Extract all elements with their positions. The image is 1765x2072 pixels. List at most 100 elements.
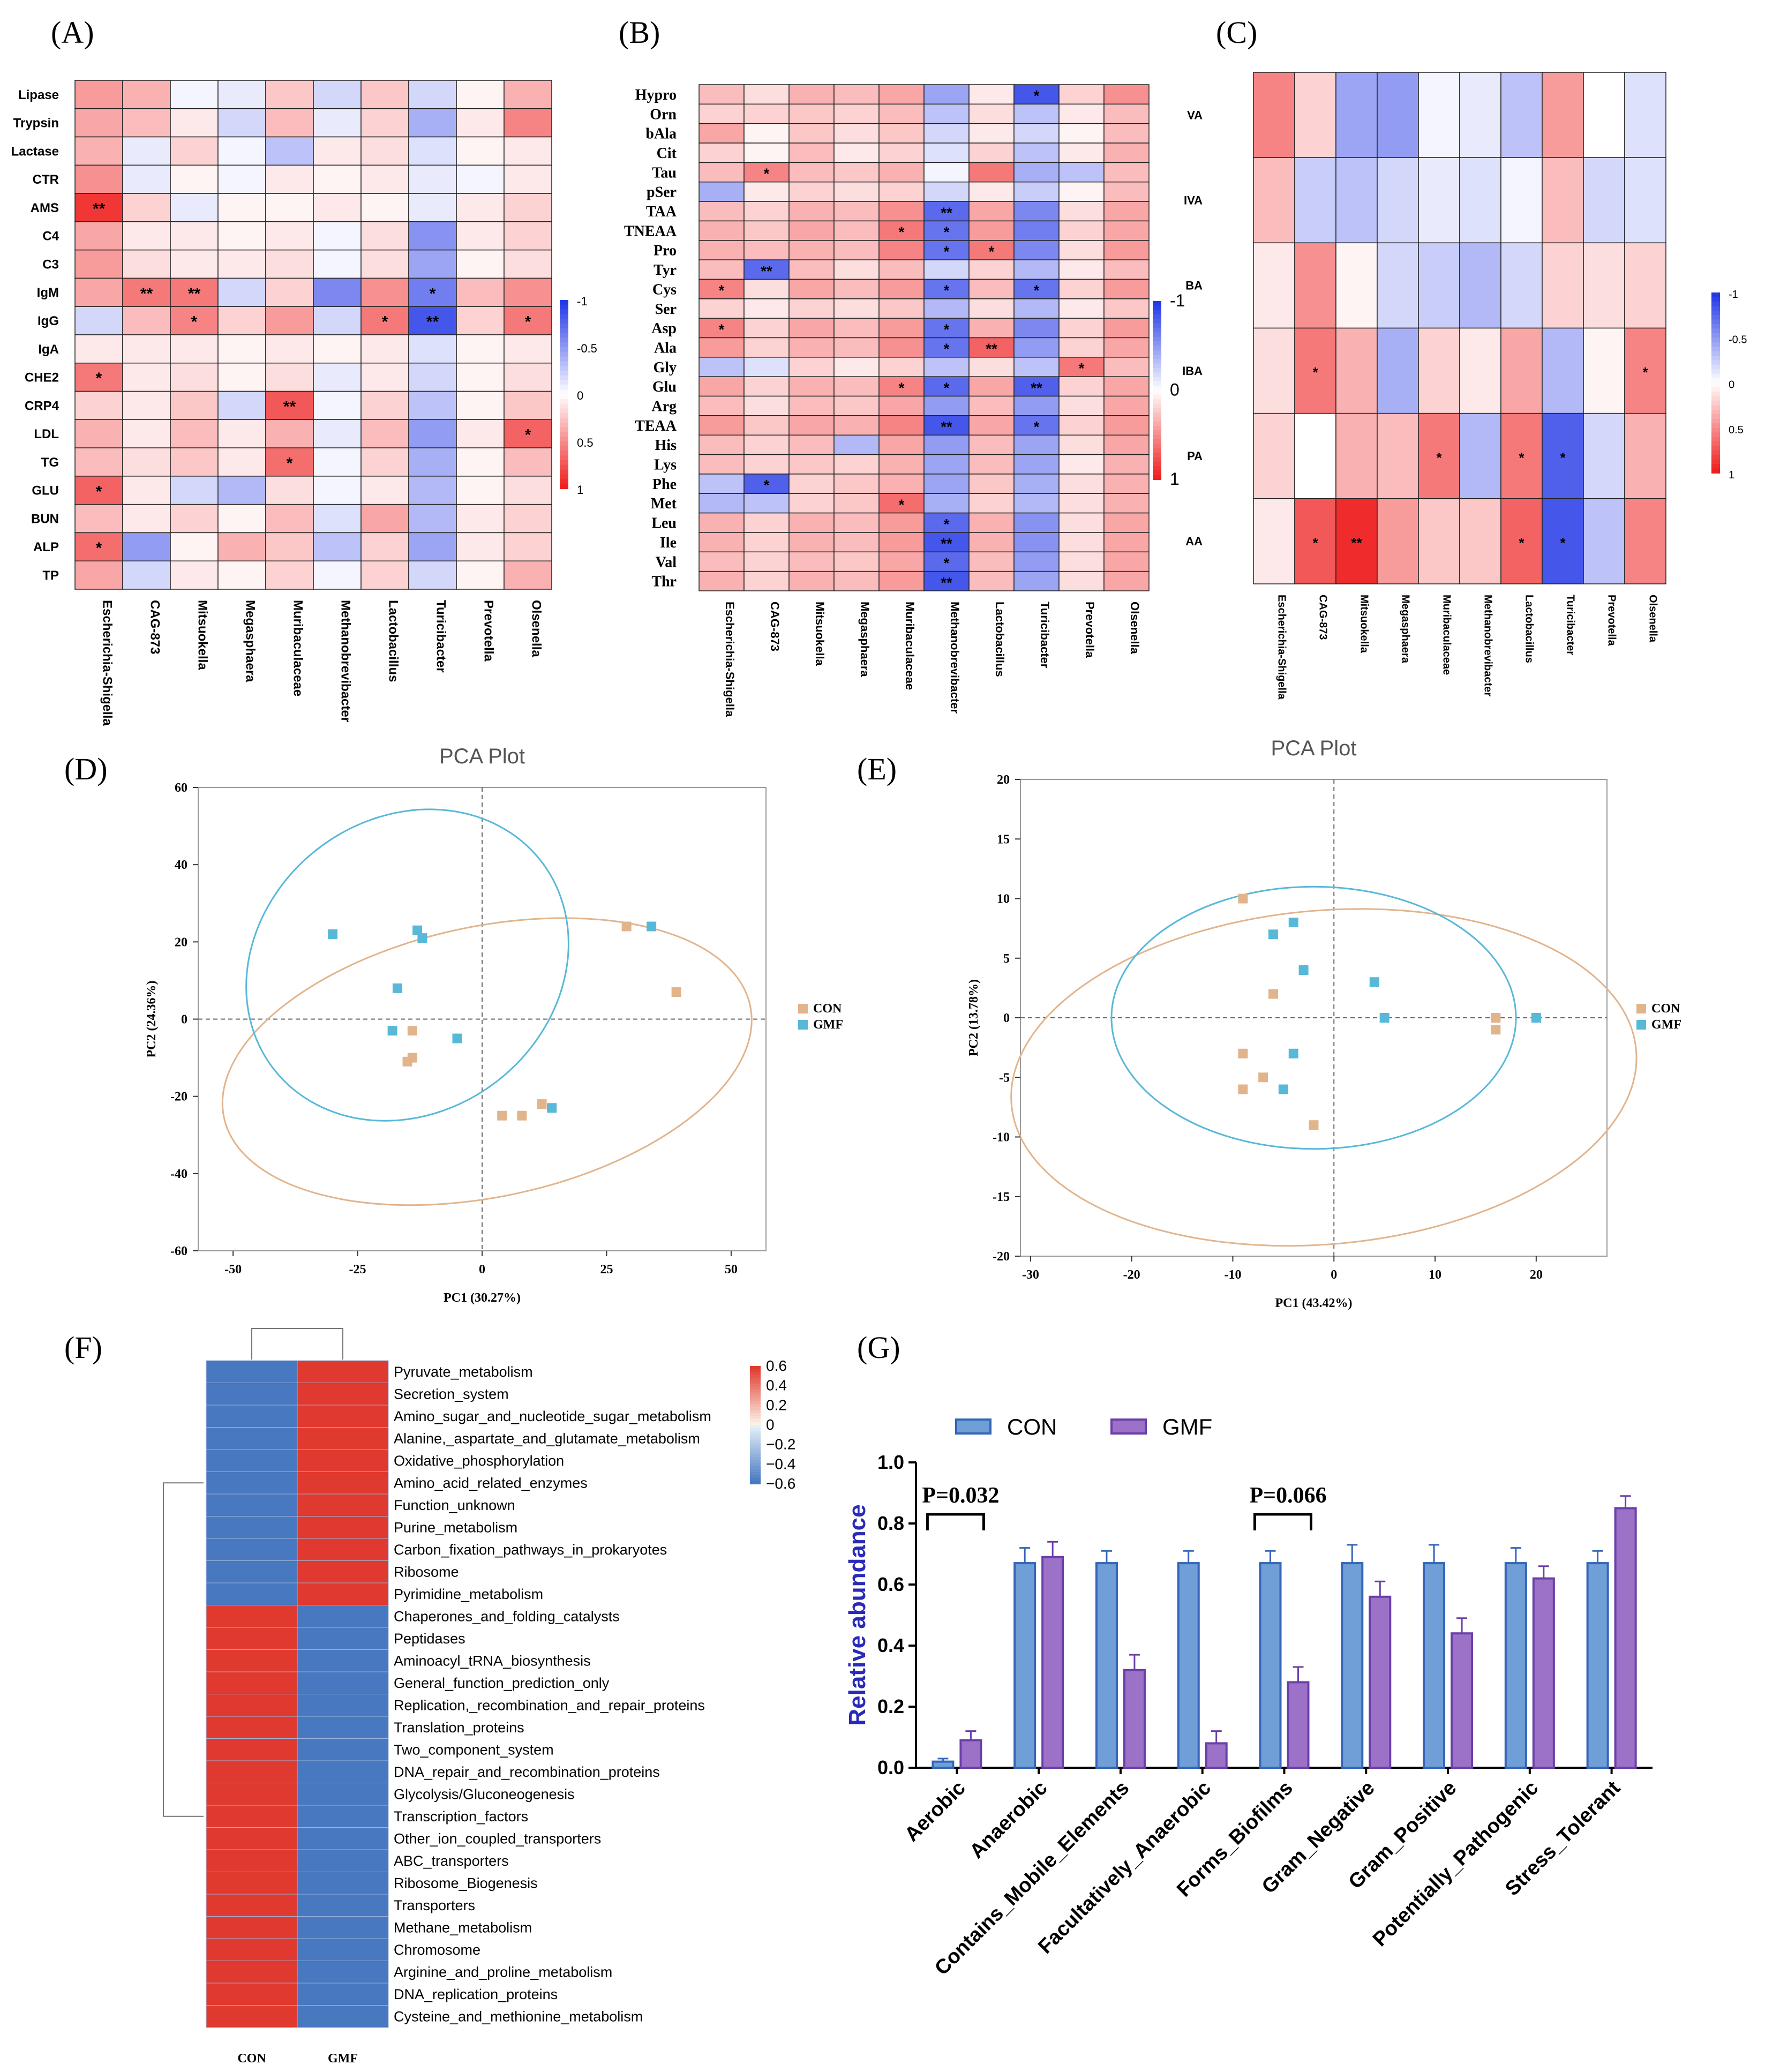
heatmap-cell (923, 103, 970, 124)
heatmap-cell (833, 357, 880, 377)
heatmap-cell (1058, 415, 1105, 436)
heatmap-cell (1459, 72, 1501, 158)
colorbar-segment (1711, 446, 1720, 451)
row-label: GLU (32, 484, 59, 498)
bar (1259, 1562, 1282, 1769)
colorbar-segment (750, 1439, 761, 1443)
colorbar-segment (560, 347, 568, 352)
data-point (1491, 1025, 1501, 1035)
row-label: CRP4 (25, 399, 59, 413)
heatmap-cell (1500, 242, 1543, 329)
data-point (1268, 989, 1278, 999)
heatmap-cell (360, 532, 409, 561)
heatmap-cell (504, 334, 552, 364)
bar-chart-G: 0.0 0.2 0.4 0.6 0.8 1.0 Relative abundance Aero… (844, 1414, 1653, 1980)
heatmap-cell (1103, 279, 1150, 299)
heatmap-cell (833, 532, 880, 553)
heatmap-cell (1013, 474, 1060, 494)
heatmap-cell (122, 447, 171, 477)
heatmap-cell (74, 306, 123, 335)
colorbar-segment (1153, 457, 1161, 462)
heatmap-cell (923, 357, 970, 377)
column-label: Mitsuokella (813, 602, 827, 666)
heatmap-cell (1013, 532, 1060, 553)
significance-star: * (1560, 449, 1566, 466)
colorbar-tick-label: 1 (577, 483, 583, 497)
heatmap-cell (170, 391, 219, 421)
heatmap-cell (968, 415, 1015, 436)
heatmap-cell (833, 84, 880, 105)
heatmap-cell (699, 279, 745, 299)
heatmap-cell (1058, 162, 1105, 183)
heatmap-cell (1335, 157, 1378, 244)
heatmap-cell (170, 108, 219, 138)
row-label: AA (1185, 535, 1203, 548)
heatmap-cell (504, 419, 552, 448)
y-tick-label: 15 (997, 832, 1010, 846)
heatmap-cell (206, 1916, 298, 1939)
heatmap-C: * ** * ** ** * *VAIVABAIBAPAAAEscherichia-Shig… (1182, 72, 1666, 700)
heatmap-cell (408, 108, 457, 138)
heatmap-cell (297, 1760, 389, 1783)
heatmap-cell (122, 363, 171, 392)
y-tick-label: 0 (1003, 1011, 1010, 1025)
data-point (452, 1033, 462, 1043)
heatmap-cell (699, 337, 745, 358)
row-label: Pro (654, 243, 677, 259)
heatmap-cell (265, 560, 314, 590)
heatmap-cell (1058, 454, 1105, 475)
heatmap-cell (217, 476, 266, 505)
heatmap-cell (878, 181, 925, 202)
heatmap-cell (408, 504, 457, 534)
heatmap-cell (206, 1671, 298, 1694)
data-point (412, 925, 423, 935)
colorbar-tick-label: −0.6 (766, 1475, 795, 1492)
heatmap-cell (265, 164, 314, 194)
colorbar-segment (750, 1410, 761, 1414)
y-tick-label: 20 (997, 773, 1010, 787)
confidence-ellipse (221, 917, 753, 1206)
x-axis-label: PC1 (43.42%) (1275, 1296, 1353, 1310)
heatmap-cell (1013, 220, 1060, 241)
colorbar-segment (750, 1384, 761, 1387)
heatmap-cell (699, 162, 745, 183)
heatmap-cell (313, 306, 362, 335)
heatmap-cell (878, 162, 925, 183)
colorbar-A: -1 -0.5 0 0.5 1 (560, 295, 597, 497)
heatmap-cell (1377, 412, 1419, 499)
heatmap-cell (504, 136, 552, 166)
panel-label: (C) (1216, 15, 1257, 50)
column-label: CAG-873 (768, 602, 782, 651)
x-tick-label: 10 (1429, 1268, 1441, 1282)
heatmap-cell (206, 1360, 298, 1383)
heatmap-cell (1335, 327, 1378, 414)
heatmap-cell (878, 357, 925, 377)
data-point (1268, 929, 1278, 940)
row-label: DNA_replication_proteins (394, 1986, 558, 2002)
heatmap-cell (313, 363, 362, 392)
column-label: CAG-873 (148, 600, 162, 654)
row-label: Pyrimidine_metabolism (394, 1586, 543, 1602)
heatmap-cell (788, 142, 835, 163)
colorbar-tick-label: -0.5 (1729, 334, 1747, 346)
colorbar-segment (750, 1454, 761, 1458)
heatmap-cell (206, 1605, 298, 1628)
column-label: GMF (328, 2052, 358, 2066)
y-tick-label: -40 (170, 1167, 187, 1181)
heatmap-cell (170, 249, 219, 279)
row-label: Glu (652, 379, 677, 395)
heatmap-cell (297, 1916, 389, 1939)
significance-star: * (944, 554, 950, 571)
heatmap-cell (122, 391, 171, 421)
colorbar-segment (1711, 355, 1720, 361)
heatmap-cell (968, 201, 1015, 222)
heatmap-cell (1500, 157, 1543, 244)
heatmap-cell (833, 259, 880, 280)
heatmap-cell (297, 1694, 389, 1717)
heatmap-cell (699, 454, 745, 475)
heatmap-cell (504, 476, 552, 505)
heatmap-cell (206, 1516, 298, 1539)
heatmap-cell (878, 220, 925, 241)
x-tick-label: Potentially_Pathogenic (1369, 1777, 1543, 1951)
